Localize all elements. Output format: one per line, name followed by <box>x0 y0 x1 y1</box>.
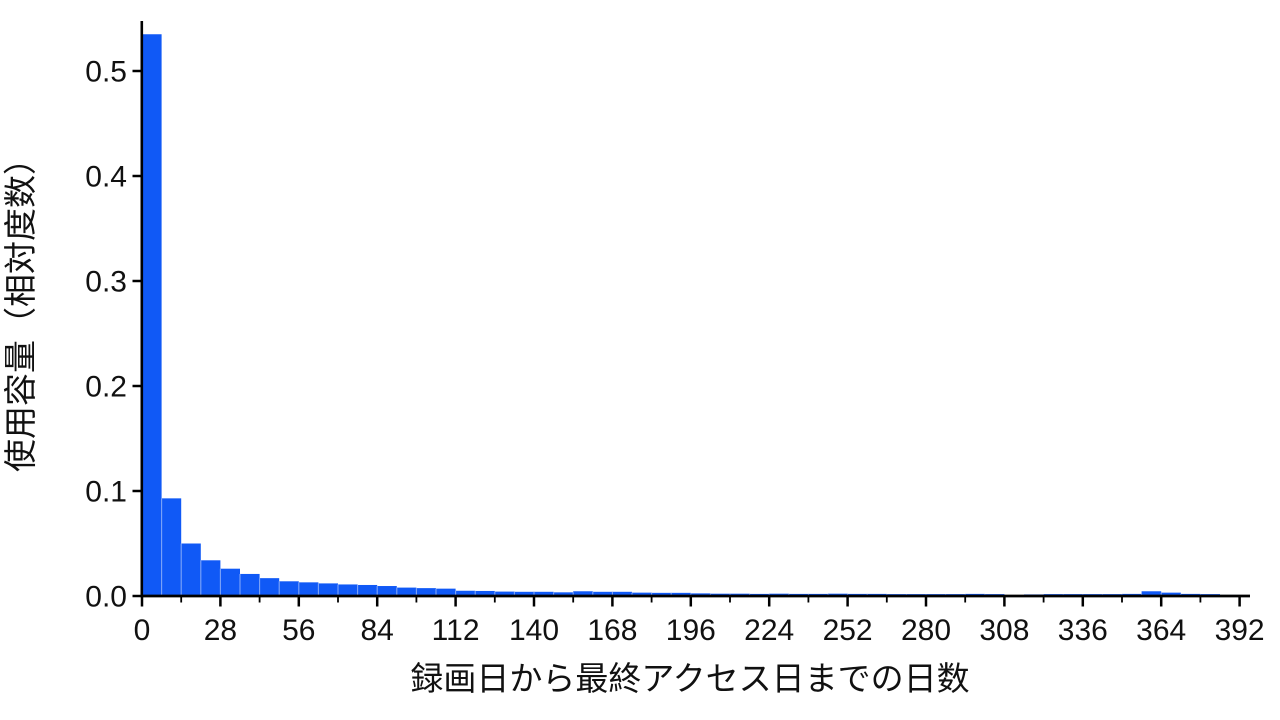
bar-seams-group <box>161 498 1201 596</box>
histogram-bar <box>416 588 436 596</box>
x-tick-label: 112 <box>432 614 480 647</box>
histogram-bar <box>298 582 319 596</box>
histogram-bar <box>632 592 652 596</box>
x-tick-label: 28 <box>204 614 237 647</box>
histogram-bar <box>651 592 672 596</box>
x-tick-label: 224 <box>744 614 794 647</box>
x-tick-label: 392 <box>1215 614 1265 647</box>
histogram-bar <box>553 592 574 596</box>
histogram-bar <box>475 590 495 596</box>
bars-group <box>142 34 1240 596</box>
x-tick-label: 140 <box>509 614 559 647</box>
histogram-bar <box>671 592 691 596</box>
y-tick-label: 0.4 <box>85 161 127 194</box>
y-tick-label: 0.2 <box>85 371 127 404</box>
x-tick-label: 56 <box>282 614 315 647</box>
histogram-bar <box>357 584 378 596</box>
x-tick-label: 364 <box>1136 614 1186 647</box>
histogram-bar <box>200 560 221 596</box>
y-tick-label: 0.3 <box>85 266 127 299</box>
histogram-bar <box>161 498 182 596</box>
histogram-bar <box>259 578 280 596</box>
y-tick-label: 0.1 <box>85 476 127 509</box>
x-tick-label: 0 <box>134 614 151 647</box>
histogram-bar <box>318 583 338 596</box>
histogram-bar <box>396 587 417 596</box>
histogram-bar <box>240 573 260 596</box>
x-tick-label: 308 <box>979 614 1029 647</box>
x-tick-label: 84 <box>361 614 394 647</box>
histogram-bar <box>592 591 613 596</box>
histogram-bar <box>534 591 554 596</box>
tick-labels-group: 0 28 56 84 112 140 168 196 224 252 280 308 336 364 392… <box>85 56 1264 648</box>
x-axis-label: 録画日から最終アクセス日までの日数 <box>410 660 969 697</box>
ticks-group <box>132 69 1241 607</box>
histogram-bar <box>494 591 515 596</box>
histogram-bar <box>142 34 162 596</box>
x-tick-label: 168 <box>587 614 637 647</box>
histogram-bar <box>436 588 456 596</box>
histogram-bar <box>279 581 299 596</box>
histogram-bar <box>455 590 476 596</box>
x-tick-label: 336 <box>1058 614 1108 647</box>
histogram-bar <box>612 591 632 596</box>
histogram-bar <box>181 543 201 596</box>
histogram-bar <box>377 586 397 596</box>
histogram-bar <box>1141 591 1162 596</box>
histogram-bar <box>338 584 358 596</box>
x-tick-label: 196 <box>666 614 716 647</box>
histogram-bar <box>514 591 534 596</box>
x-tick-label: 252 <box>823 614 873 647</box>
y-tick-label: 0.0 <box>85 581 127 614</box>
axes-group <box>140 21 1250 598</box>
histogram-bar <box>573 591 593 596</box>
y-axis-label: 使用容量（相対度数） <box>2 142 39 472</box>
histogram-bar <box>1161 592 1181 596</box>
y-tick-label: 0.5 <box>85 56 127 89</box>
histogram-bar <box>220 568 240 596</box>
x-tick-label: 280 <box>901 614 951 647</box>
